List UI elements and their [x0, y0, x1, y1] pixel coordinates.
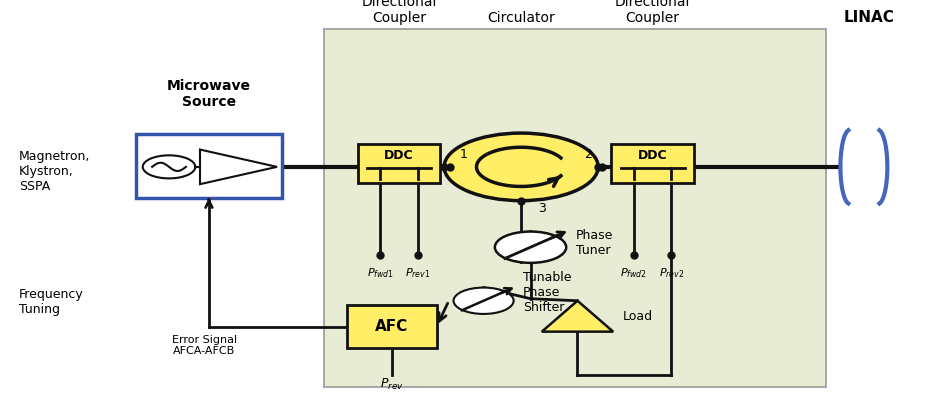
Text: Circulator: Circulator	[487, 11, 555, 25]
FancyBboxPatch shape	[136, 134, 282, 198]
Text: AFC: AFC	[376, 319, 408, 334]
Text: 3: 3	[538, 202, 546, 215]
Text: $P_{rev1}$: $P_{rev1}$	[405, 266, 431, 279]
Text: Phase
Tuner: Phase Tuner	[576, 229, 613, 257]
Polygon shape	[542, 301, 613, 332]
Text: $P_{rev}$: $P_{rev}$	[380, 377, 404, 392]
Circle shape	[454, 288, 514, 314]
Text: Directional
Coupler: Directional Coupler	[362, 0, 437, 25]
Circle shape	[444, 133, 598, 201]
Text: 2: 2	[584, 148, 592, 161]
Text: Load: Load	[623, 310, 653, 323]
FancyBboxPatch shape	[611, 144, 694, 183]
FancyBboxPatch shape	[358, 144, 440, 183]
FancyBboxPatch shape	[324, 29, 826, 387]
Text: Directional
Coupler: Directional Coupler	[615, 0, 690, 25]
Polygon shape	[200, 150, 277, 184]
Text: Frequency
Tuning: Frequency Tuning	[19, 288, 84, 316]
Text: $P_{fwd2}$: $P_{fwd2}$	[621, 266, 647, 279]
Text: Magnetron,
Klystron,
SSPA: Magnetron, Klystron, SSPA	[19, 150, 90, 193]
Text: DDC: DDC	[384, 149, 414, 162]
Text: LINAC: LINAC	[843, 10, 894, 25]
Text: 1: 1	[460, 148, 468, 161]
Text: $P_{rev2}$: $P_{rev2}$	[658, 266, 685, 279]
Circle shape	[495, 232, 566, 263]
Circle shape	[143, 155, 195, 178]
Text: Microwave
Source: Microwave Source	[167, 79, 251, 109]
Text: DDC: DDC	[638, 149, 668, 162]
FancyBboxPatch shape	[347, 305, 437, 348]
Text: Tunable
Phase
Shifter: Tunable Phase Shifter	[523, 271, 572, 314]
Text: Error Signal
AFCA-AFCB: Error Signal AFCA-AFCB	[172, 335, 237, 356]
Text: $P_{fwd1}$: $P_{fwd1}$	[367, 266, 393, 279]
